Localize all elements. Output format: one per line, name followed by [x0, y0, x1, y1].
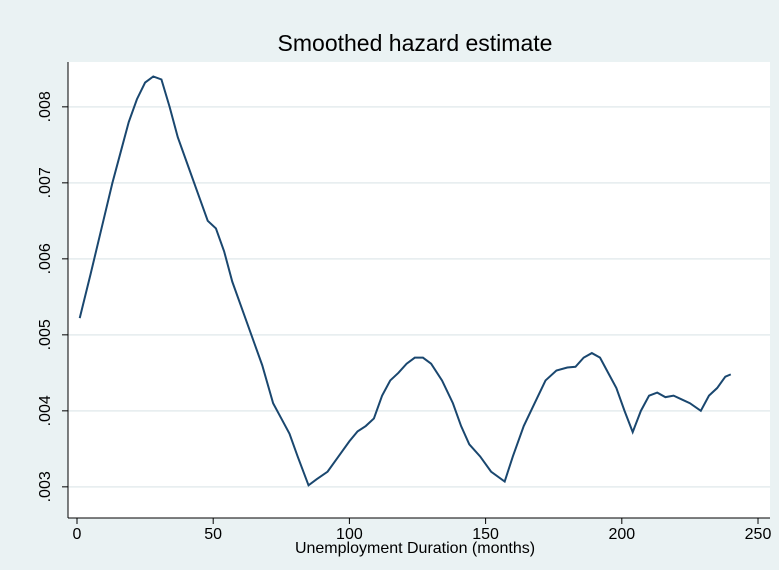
y-tick-label: .003	[37, 471, 54, 502]
y-tick-label: .006	[37, 243, 54, 274]
line-series	[78, 75, 732, 487]
x-tick-label: 250	[745, 526, 772, 543]
x-tick-label: 150	[472, 526, 499, 543]
chart-title: Smoothed hazard estimate	[278, 30, 553, 56]
y-tick-label: .008	[37, 91, 54, 122]
y-tick-label: .007	[37, 167, 54, 198]
plot-area	[68, 62, 770, 518]
x-axis-label: Unemployment Duration (months)	[295, 540, 535, 557]
x-tick-label: 0	[73, 526, 82, 543]
x-tick-label: 200	[608, 526, 635, 543]
y-tick-label: .005	[37, 319, 54, 350]
x-tick-label: 100	[336, 526, 363, 543]
y-tick-label: .004	[37, 395, 54, 426]
x-tick-label: 50	[204, 526, 222, 543]
